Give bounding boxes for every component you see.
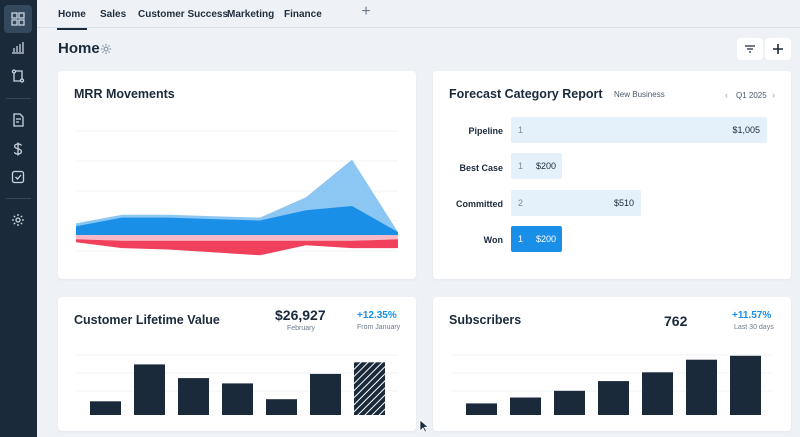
- sidebar-item-reports[interactable]: [4, 106, 32, 134]
- forecast-bar-committed[interactable]: 2 $510: [511, 190, 641, 216]
- clv-delta-period: From January: [357, 324, 401, 331]
- deal-count: 1: [518, 234, 524, 244]
- forecast-bar-pipeline[interactable]: 1 $1,005: [511, 117, 767, 143]
- bar-chart-icon: [12, 42, 24, 54]
- bar[interactable]: [730, 355, 761, 415]
- gear-icon[interactable]: [100, 43, 112, 55]
- sidebar-item-analytics[interactable]: [4, 33, 32, 61]
- tab-sales[interactable]: Sales: [100, 9, 127, 20]
- bar[interactable]: [310, 373, 341, 415]
- mrr-movements-card: MRR Movements: [58, 71, 416, 279]
- row-label: Won: [483, 235, 503, 245]
- report-icon: [13, 113, 24, 127]
- deal-amount: $200: [536, 234, 557, 244]
- bar[interactable]: [178, 378, 209, 415]
- bar[interactable]: [554, 390, 585, 415]
- forecast-segment[interactable]: New Business: [614, 90, 665, 99]
- chevron-left-icon[interactable]: ‹: [725, 90, 728, 100]
- bar[interactable]: [222, 383, 253, 415]
- bar[interactable]: [686, 359, 717, 415]
- mrr-area-contraction[interactable]: [76, 235, 398, 241]
- pipeline-icon: [11, 69, 25, 83]
- dashboard-tabs: Home Sales Customer Success Marketing Fi…: [37, 0, 800, 30]
- bar[interactable]: [510, 397, 541, 416]
- forecast-bar-won[interactable]: 1 $200: [511, 226, 562, 252]
- mrr-area-chart: [76, 130, 398, 256]
- sidebar-item-pipeline[interactable]: [4, 62, 32, 90]
- row-label: Pipeline: [468, 126, 503, 136]
- subscribers-delta: +11.57%: [732, 310, 772, 321]
- bar[interactable]: [466, 403, 497, 415]
- subscribers-card: Subscribers 762 +11.57% Last 30 days: [433, 297, 791, 431]
- filter-icon: [745, 45, 755, 53]
- dollar-icon: [13, 142, 23, 156]
- grid-icon: [11, 12, 25, 26]
- deal-count: 2: [518, 198, 524, 208]
- gear-icon: [12, 214, 24, 226]
- clv-value: $26,927: [275, 307, 326, 323]
- sidebar-divider: [6, 98, 31, 99]
- sidebar-divider: [6, 198, 31, 199]
- tab-marketing[interactable]: Marketing: [227, 9, 275, 20]
- deal-count: 1: [518, 161, 524, 171]
- clv-bar-chart: [76, 354, 398, 415]
- deal-amount: $1,005: [732, 125, 760, 135]
- card-title: Subscribers: [449, 313, 522, 327]
- bar[interactable]: [642, 372, 673, 415]
- bar[interactable]: [598, 381, 629, 415]
- subscribers-delta-period: Last 30 days: [734, 324, 774, 331]
- add-tab-button[interactable]: +: [361, 3, 371, 20]
- subscribers-value: 762: [664, 313, 688, 329]
- sidebar-item-home[interactable]: [4, 5, 32, 33]
- forecast-bar-best-case[interactable]: 1 $200: [511, 153, 562, 179]
- deal-amount: $510: [613, 198, 634, 208]
- clv-delta: +12.35%: [357, 310, 397, 321]
- mouse-cursor-icon: [419, 419, 429, 433]
- tab-home[interactable]: Home: [57, 9, 87, 30]
- checkbox-icon: [11, 170, 25, 184]
- deal-amount: $200: [536, 161, 557, 171]
- page-title: Home: [58, 40, 100, 57]
- bar-projected[interactable]: [354, 362, 385, 415]
- tab-customer-success[interactable]: Customer Success: [138, 9, 229, 20]
- card-title: Customer Lifetime Value: [74, 313, 220, 327]
- sidebar-item-revenue[interactable]: [4, 135, 32, 163]
- bar[interactable]: [266, 399, 297, 415]
- chevron-right-icon[interactable]: ›: [772, 90, 775, 100]
- bar[interactable]: [134, 364, 165, 415]
- card-title: Forecast Category Report: [449, 87, 603, 101]
- sidebar: [0, 0, 37, 437]
- customer-lifetime-value-card: Customer Lifetime Value $26,927 February…: [58, 297, 416, 431]
- filter-button[interactable]: [737, 38, 763, 60]
- mrr-area-new-business[interactable]: [76, 206, 398, 235]
- row-label: Best Case: [459, 163, 503, 173]
- add-widget-button[interactable]: [765, 38, 791, 60]
- deal-count: 1: [518, 125, 524, 135]
- subscribers-bar-chart: [451, 354, 773, 416]
- card-title: MRR Movements: [74, 87, 175, 101]
- forecast-period: Q1 2025: [736, 91, 767, 100]
- mrr-area-churn[interactable]: [76, 239, 398, 256]
- clv-period: February: [287, 325, 316, 332]
- bar[interactable]: [90, 401, 121, 415]
- forecast-rows: Pipeline Best Case Committed Won 1 $1,00…: [433, 117, 791, 257]
- sidebar-item-tasks[interactable]: [4, 163, 32, 191]
- plus-icon: [773, 44, 783, 54]
- tab-finance[interactable]: Finance: [284, 9, 322, 20]
- sidebar-item-settings[interactable]: [4, 206, 32, 234]
- forecast-category-card: Forecast Category Report New Business ‹ …: [433, 71, 791, 279]
- row-label: Committed: [456, 199, 503, 209]
